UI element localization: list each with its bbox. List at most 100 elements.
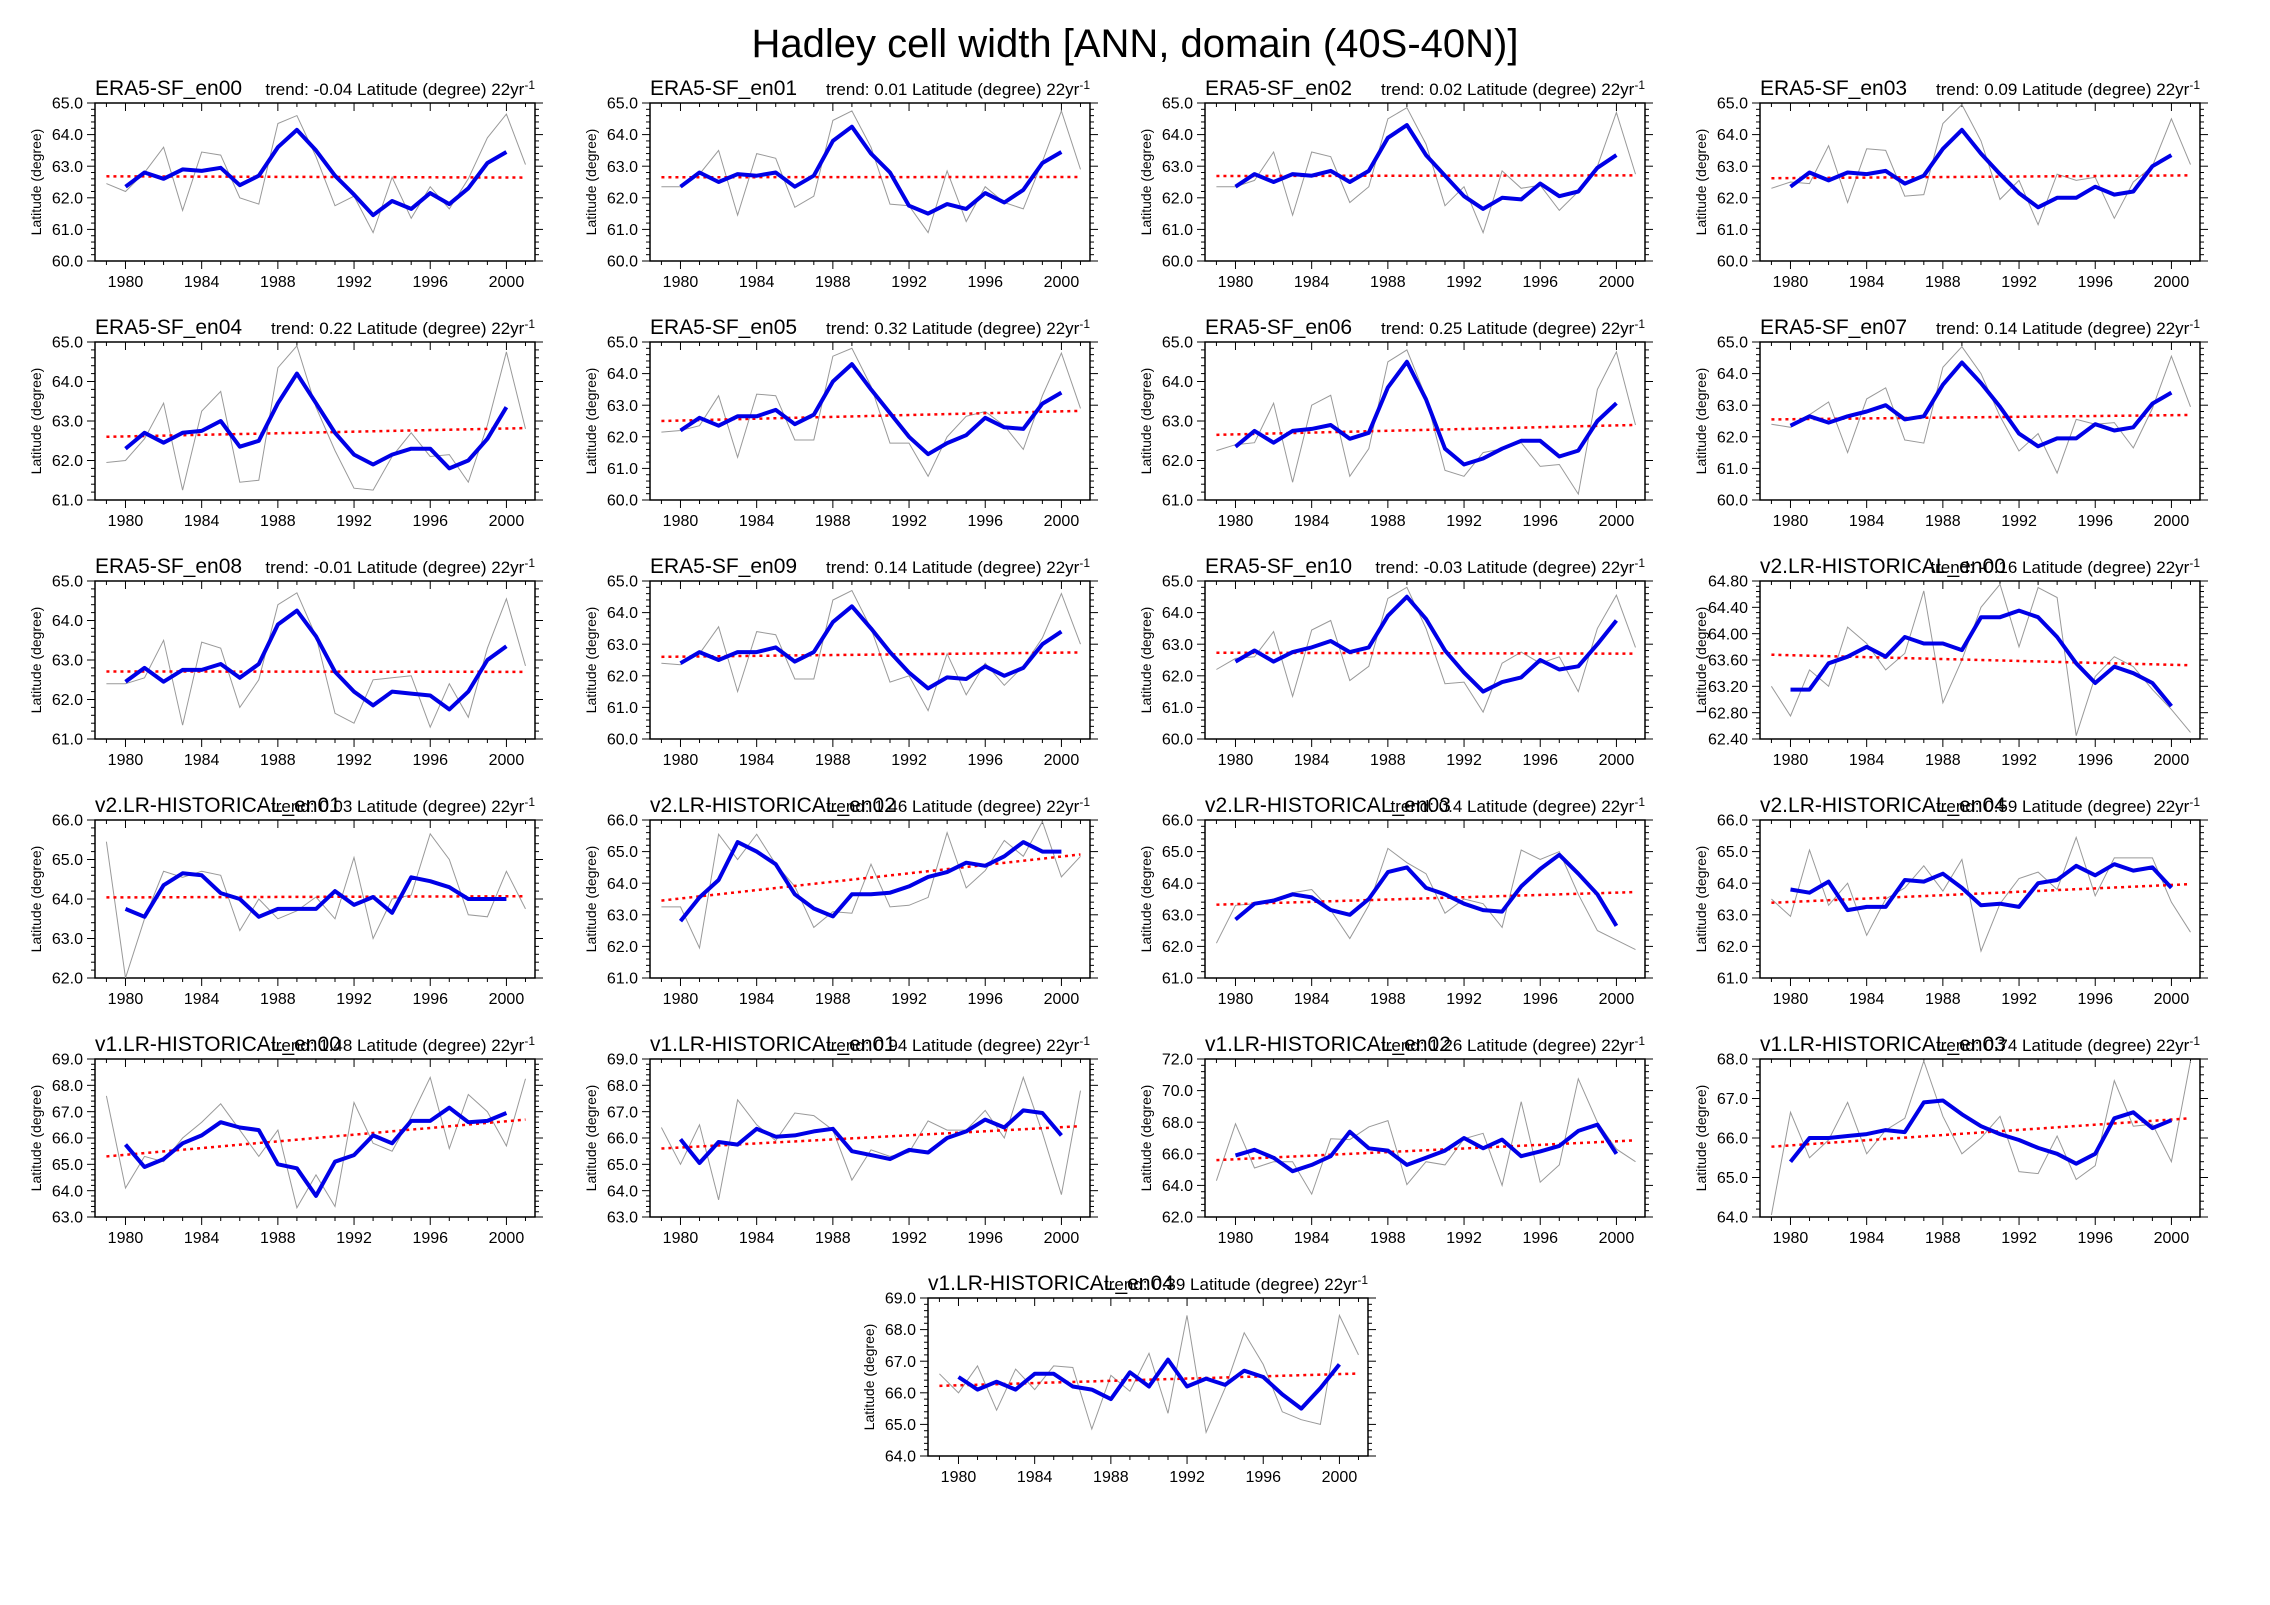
y-tick-label: 62.0: [1717, 190, 1748, 207]
x-tick-label: 1984: [739, 274, 775, 291]
y-tick-label: 64.0: [1717, 1210, 1748, 1227]
y-axis-title: Latitude (degree): [1693, 1085, 1709, 1192]
series-smoothed: [678, 1108, 1063, 1165]
panel-ERA5-SF_en00: ERA5-SF_en00 trend: -0.04 Latitude (degre…: [25, 77, 580, 316]
x-tick-label: 1996: [2077, 991, 2113, 1008]
series-smoothed: [1789, 127, 2173, 210]
y-tick-label: 65.0: [1717, 96, 1748, 113]
plot-frame: [1204, 341, 1646, 501]
axis-ticks: [642, 341, 1098, 508]
trend-label: trend: 0.09 Latitude (degree) 22yr-1: [1936, 78, 2200, 99]
panel-ERA5-SF_en05: ERA5-SF_en05 trend: 0.32 Latitude (degree…: [580, 316, 1135, 555]
x-tick-label: 1996: [2077, 752, 2113, 769]
y-tick-label: 64.0: [607, 127, 638, 144]
x-tick-label: 1996: [967, 1230, 1003, 1247]
x-tick-label: 1980: [1773, 991, 1809, 1008]
x-tick-label: 1984: [739, 991, 775, 1008]
series-annual: [1216, 107, 1636, 235]
x-tick-label: 1984: [184, 513, 220, 530]
axis-ticks: [1197, 819, 1653, 986]
y-tick-label: 66.0: [1162, 813, 1193, 830]
x-tick-label: 2000: [2154, 1230, 2190, 1247]
x-tick-label: 1988: [1370, 1230, 1406, 1247]
y-tick-label: 61.0: [1717, 461, 1748, 478]
x-tick-label: 1980: [108, 513, 144, 530]
plot-frame: [649, 1058, 1091, 1218]
y-axis-title: Latitude (degree): [1138, 1085, 1154, 1192]
y-axis-title: Latitude (degree): [1693, 846, 1709, 953]
y-tick-label: 66.0: [1717, 813, 1748, 830]
x-tick-label: 1988: [260, 513, 296, 530]
trend-label: trend: -0.16 Latitude (degree) 22yr-1: [1930, 556, 2200, 577]
y-tick-label: 65.0: [52, 1157, 83, 1174]
y-tick-label: 64.0: [1162, 1178, 1193, 1195]
y-tick-label: 64.0: [1162, 605, 1193, 622]
y-tick-label: 66.0: [52, 1131, 83, 1148]
panel-title: v1.LR-HISTORICAL_en03: [1760, 1033, 2006, 1056]
y-tick-label: 64.0: [1717, 366, 1748, 383]
trend-label: trend: 0.32 Latitude (degree) 22yr-1: [826, 317, 1090, 338]
y-tick-label: 63.0: [52, 931, 83, 948]
panel-title: v2.LR-HISTORICAL_en04: [1760, 794, 2006, 817]
y-axis-title: Latitude (degree): [1693, 368, 1709, 475]
chart-ERA5-SF_en09: ERA5-SF_en09 trend: 0.14 Latitude (degree…: [583, 555, 1098, 769]
chart-ERA5-SF_en01: ERA5-SF_en01 trend: 0.01 Latitude (degree…: [583, 77, 1098, 291]
y-tick-label: 65.0: [884, 1417, 915, 1434]
y-tick-label: 65.0: [607, 844, 638, 861]
axis-ticks: [642, 580, 1098, 747]
axis-ticks: [642, 1058, 1098, 1225]
chart-ERA5-SF_en03: ERA5-SF_en03 trend: 0.09 Latitude (degree…: [1693, 77, 2208, 291]
series-annual: [106, 344, 526, 491]
x-tick-label: 1988: [1925, 1230, 1961, 1247]
x-tick-label: 1992: [1169, 1469, 1205, 1486]
y-axis-title: Latitude (degree): [583, 368, 599, 475]
y-tick-label: 67.0: [884, 1354, 915, 1371]
trend-label: trend: 0.59 Latitude (degree) 22yr-1: [1936, 795, 2200, 816]
y-tick-label: 62.0: [52, 190, 83, 207]
panel-title: ERA5-SF_en05: [650, 316, 797, 339]
y-axis-title: Latitude (degree): [28, 129, 44, 236]
y-axis-title: Latitude (degree): [28, 846, 44, 953]
series-annual: [661, 820, 1081, 950]
plot-frame: [1204, 1058, 1646, 1218]
x-tick-label: 2000: [1044, 513, 1080, 530]
x-tick-label: 1988: [815, 991, 851, 1008]
x-tick-label: 1980: [1218, 274, 1254, 291]
series-annual: [105, 1075, 526, 1210]
y-tick-label: 62.0: [1162, 668, 1193, 685]
panel-title: v1.LR-HISTORICAL_en00: [95, 1033, 341, 1056]
y-axis-title: Latitude (degree): [1138, 607, 1154, 714]
series-annual: [938, 1313, 1359, 1435]
series-trend: [1771, 1117, 2191, 1148]
panel-ERA5-SF_en06: ERA5-SF_en06 trend: 0.25 Latitude (degree…: [1135, 316, 1690, 555]
series-trend: [661, 1124, 1081, 1150]
y-tick-label: 63.60: [1708, 653, 1748, 670]
y-axis-title: Latitude (degree): [583, 607, 599, 714]
trend-label: trend: 0.94 Latitude (degree) 22yr-1: [826, 1034, 1090, 1055]
y-tick-label: 66.0: [52, 813, 83, 830]
trend-label: trend: 0.39 Latitude (degree) 22yr-1: [1104, 1273, 1368, 1294]
plot-frame: [1759, 341, 2201, 501]
y-tick-label: 64.00: [1708, 626, 1748, 643]
y-tick-label: 63.0: [52, 1210, 83, 1227]
x-tick-label: 2000: [489, 274, 525, 291]
y-tick-label: 65.0: [1162, 844, 1193, 861]
x-tick-label: 1996: [1522, 274, 1558, 291]
series-annual: [660, 1075, 1081, 1201]
series-smoothed: [123, 1105, 508, 1198]
panel-title: ERA5-SF_en02: [1205, 77, 1352, 100]
panel-title: v2.LR-HISTORICAL_en02: [650, 794, 896, 817]
panel-title: v1.LR-HISTORICAL_en01: [650, 1033, 896, 1056]
y-tick-label: 67.0: [52, 1104, 83, 1121]
panel-ERA5-SF_en07: ERA5-SF_en07 trend: 0.14 Latitude (degree…: [1690, 316, 2245, 555]
y-axis-title: Latitude (degree): [1138, 368, 1154, 475]
panel-title: ERA5-SF_en04: [95, 316, 242, 339]
plot-frame: [1204, 580, 1646, 740]
y-tick-label: 68.0: [607, 1078, 638, 1095]
y-tick-label: 63.0: [607, 159, 638, 176]
trend-label: trend: 0.02 Latitude (degree) 22yr-1: [1381, 78, 1645, 99]
x-tick-label: 1996: [1522, 991, 1558, 1008]
y-tick-label: 61.0: [607, 971, 638, 988]
